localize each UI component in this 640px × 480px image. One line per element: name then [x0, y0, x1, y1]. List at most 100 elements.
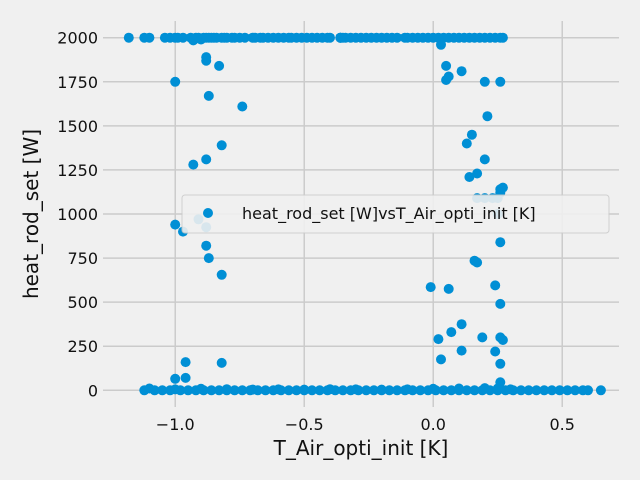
data-point	[392, 32, 403, 43]
x-tick-label: −0.5	[285, 415, 324, 434]
data-point	[206, 385, 217, 396]
y-tick-label: 1000	[57, 205, 98, 224]
data-points	[123, 32, 606, 396]
data-point	[570, 385, 581, 396]
data-point	[479, 154, 490, 165]
data-point	[307, 385, 317, 396]
data-point	[495, 76, 506, 87]
data-point	[539, 385, 550, 396]
y-tick-labels: 0 250 500 750 1000 1250 1500 1750 2000	[57, 29, 98, 401]
data-point	[239, 32, 250, 43]
x-tick-labels: −1.0 −0.5 0.0 0.5	[156, 415, 575, 434]
data-point	[436, 39, 446, 50]
data-point	[441, 60, 452, 71]
data-point	[392, 385, 403, 396]
data-point	[216, 269, 227, 280]
data-point	[546, 385, 557, 396]
data-point	[516, 385, 526, 396]
y-tick-label: 1750	[57, 73, 98, 92]
x-tick-label: 0.5	[550, 415, 575, 434]
data-point	[273, 384, 284, 395]
data-point	[214, 385, 225, 396]
legend-label: heat_rod_set [W]vsT_Air_opti_init [K]	[242, 204, 536, 224]
data-point	[170, 76, 181, 87]
data-point	[425, 282, 436, 293]
data-point	[456, 345, 467, 356]
data-point	[497, 32, 508, 43]
data-point	[188, 159, 199, 170]
data-point	[216, 140, 227, 151]
data-point	[479, 76, 490, 87]
y-tick-label: 2000	[57, 29, 98, 48]
data-point	[237, 385, 248, 396]
data-point	[523, 385, 534, 396]
data-point	[443, 71, 454, 82]
data-point	[469, 385, 480, 396]
data-point	[325, 32, 335, 43]
data-point	[456, 319, 467, 330]
data-point	[180, 357, 191, 368]
data-point	[291, 385, 302, 396]
data-point	[505, 384, 516, 395]
data-point	[495, 237, 506, 248]
data-point	[247, 384, 258, 395]
data-point	[361, 385, 372, 396]
data-point	[214, 60, 225, 71]
data-point	[464, 172, 475, 182]
y-tick-label: 500	[67, 293, 98, 312]
data-point	[490, 346, 501, 357]
data-point	[479, 383, 490, 394]
data-point	[260, 385, 271, 396]
data-point	[482, 111, 493, 122]
data-point	[216, 357, 227, 368]
data-point	[203, 90, 214, 101]
data-point	[376, 384, 387, 395]
y-axis-label: heat_rod_set [W]	[19, 129, 43, 299]
y-tick-label: 1250	[57, 161, 98, 180]
data-point	[461, 138, 472, 149]
data-point	[477, 332, 488, 343]
data-point	[384, 385, 395, 396]
data-point	[495, 298, 506, 309]
data-point	[183, 385, 194, 396]
data-point	[221, 384, 232, 395]
data-point	[492, 383, 503, 394]
data-point	[454, 383, 464, 394]
data-point	[497, 335, 508, 345]
data-point	[456, 66, 467, 77]
data-point	[531, 385, 542, 396]
y-tick-label: 0	[88, 381, 98, 400]
data-point	[461, 385, 472, 396]
data-point	[203, 253, 214, 264]
data-point	[229, 385, 240, 396]
legend-marker	[203, 208, 213, 218]
data-point	[283, 385, 294, 396]
x-tick-label: 0.0	[421, 415, 446, 434]
data-point	[299, 384, 310, 395]
data-point	[443, 283, 454, 294]
data-point	[178, 32, 188, 43]
data-point	[446, 385, 457, 396]
data-point	[495, 358, 506, 369]
data-point	[350, 384, 361, 395]
data-point	[123, 32, 134, 43]
data-point	[170, 373, 181, 384]
data-point	[415, 385, 426, 396]
x-axis-label: T_Air_opti_init [K]	[273, 436, 449, 460]
data-point	[438, 385, 449, 396]
data-point	[180, 372, 191, 383]
data-point	[490, 280, 501, 291]
legend: heat_rod_set [W]vsT_Air_opti_init [K]	[181, 194, 610, 234]
data-point	[170, 384, 181, 395]
y-tick-label: 1500	[57, 117, 98, 136]
data-point	[201, 240, 212, 251]
data-point	[554, 385, 565, 396]
data-point	[466, 129, 477, 140]
data-point	[201, 55, 212, 66]
data-point	[157, 385, 168, 396]
data-point	[237, 101, 248, 112]
legend-box	[181, 194, 610, 234]
y-tick-label: 250	[67, 337, 98, 356]
